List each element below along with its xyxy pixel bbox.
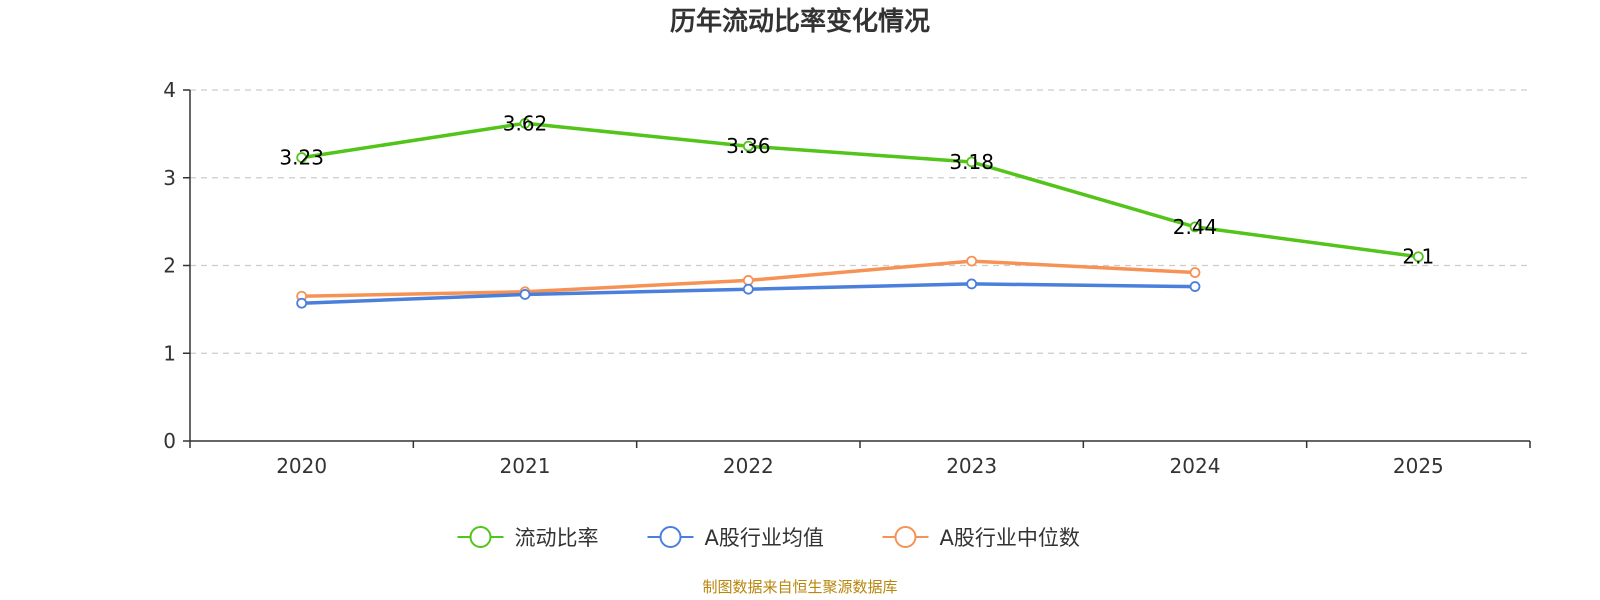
data-label: 3.23 xyxy=(279,146,324,170)
grid-lines xyxy=(190,89,1530,354)
data-label: 2.44 xyxy=(1173,215,1218,239)
y-tick-label: 0 xyxy=(163,429,176,453)
legend-item[interactable]: A股行业中位数 xyxy=(882,526,1080,550)
y-tick-label: 2 xyxy=(163,254,176,278)
legend-marker xyxy=(469,526,492,548)
legend-marker xyxy=(894,526,917,548)
data-point xyxy=(1189,281,1201,292)
x-tick-label: 2023 xyxy=(946,454,997,478)
data-point xyxy=(742,275,754,286)
series-line xyxy=(299,121,1421,259)
legend-label: A股行业均值 xyxy=(705,526,824,550)
data-point xyxy=(296,152,308,163)
series-lines xyxy=(296,117,1424,309)
y-tick-label: 3 xyxy=(163,166,176,190)
data-label: 3.36 xyxy=(726,134,771,158)
legend-label: A股行业中位数 xyxy=(940,526,1080,550)
x-tick-label: 2024 xyxy=(1170,454,1221,478)
legend-item[interactable]: A股行业均值 xyxy=(647,526,824,550)
data-point xyxy=(966,255,978,267)
data-labels: 3.23 3.62 3.36 3.18 2.44 2.1 xyxy=(279,111,1434,268)
x-tick-label: 2020 xyxy=(276,454,327,478)
source-note: 制图数据来自恒生聚源数据库 xyxy=(702,578,897,596)
axes: 0 1 2 3 4 2020 2021 2022 2023 2024 2025 xyxy=(163,78,1531,478)
data-point xyxy=(1412,251,1424,263)
legend-item[interactable]: 流动比率 xyxy=(457,526,599,550)
data-label: 3.18 xyxy=(949,150,994,174)
data-point xyxy=(519,289,531,300)
y-tick-label: 4 xyxy=(163,78,176,102)
data-point xyxy=(966,278,978,290)
x-tick-label: 2022 xyxy=(723,454,774,478)
legend-marker xyxy=(659,526,682,548)
data-label: 3.62 xyxy=(503,111,548,135)
data-point xyxy=(966,156,978,168)
data-point xyxy=(1189,221,1201,233)
data-point xyxy=(296,297,308,309)
y-tick-label: 1 xyxy=(163,341,176,365)
data-point xyxy=(742,140,754,152)
data-point xyxy=(742,283,754,295)
chart-title: 历年流动比率变化情况 xyxy=(670,6,930,37)
data-label: 2.1 xyxy=(1402,245,1434,269)
legend-label: 流动比率 xyxy=(515,526,599,550)
data-point xyxy=(519,117,531,129)
legend[interactable]: 流动比率 A股行业均值 A股行业中位数 xyxy=(457,526,1080,550)
x-tick-label: 2021 xyxy=(500,454,551,478)
x-tick-label: 2025 xyxy=(1393,454,1444,478)
data-point xyxy=(1189,267,1201,278)
